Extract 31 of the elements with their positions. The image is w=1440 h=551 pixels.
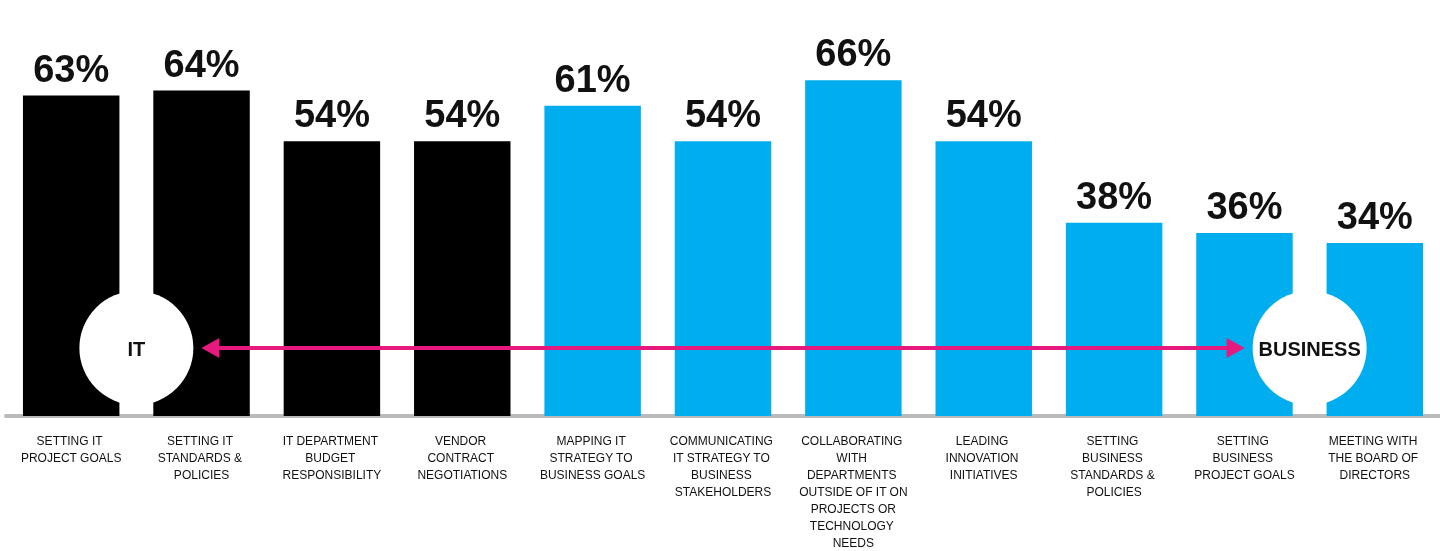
bar	[805, 80, 902, 416]
bar	[674, 141, 772, 416]
x-tick-label: MEETING WITH THE BOARD OF DIRECTORS	[1328, 433, 1422, 482]
data-label: 54%	[684, 93, 762, 136]
bar	[1065, 222, 1163, 416]
x-tick-label: SETTING IT PROJECT GOALS	[20, 433, 122, 465]
data-label: 64%	[163, 42, 240, 85]
annotation: BUSINESS	[1258, 338, 1361, 360]
x-tick-label: VENDOR CONTRACT NEGOTIATIONS	[417, 433, 508, 482]
data-label: 36%	[1206, 184, 1283, 227]
x-tick-label: SETTING IT STANDARDS & POLICIES	[157, 433, 246, 482]
data-label: 54%	[945, 93, 1022, 136]
bar	[544, 105, 641, 416]
x-tick-label: SETTING BUSINESS PROJECT GOALS	[1194, 433, 1295, 482]
x-tick-label: COLLABORATING WITH DEPARTMENTS OUTSIDE OF IT ON PROJECTS OR TECHNOLOGY NEEDS	[799, 433, 908, 550]
data-label: 54%	[293, 93, 370, 136]
annotation: IT	[127, 338, 146, 360]
bar	[283, 141, 381, 416]
data-label: 34%	[1336, 195, 1413, 238]
x-tick-label: LEADING INNOVATION INITIATIVES	[945, 433, 1022, 482]
data-label: 66%	[815, 32, 892, 75]
x-tick-label: IT DEPARTMENT BUDGET RESPONSIBILITY	[282, 433, 382, 482]
data-label: 61%	[554, 57, 631, 100]
data-label: 63%	[33, 47, 110, 90]
x-tick-label: MAPPING IT STRATEGY TO BUSINESS GOALS	[539, 433, 646, 482]
x-tick-label: COMMUNICATING IT STRATEGY TO BUSINESS STAKEHOLDERS	[669, 433, 777, 499]
data-label: 54%	[424, 93, 501, 136]
bar	[414, 141, 511, 416]
data-label: 38%	[1076, 174, 1153, 217]
x-tick-label: SETTING BUSINESS STANDARDS & POLICIES	[1070, 433, 1158, 499]
bar	[935, 141, 1032, 416]
